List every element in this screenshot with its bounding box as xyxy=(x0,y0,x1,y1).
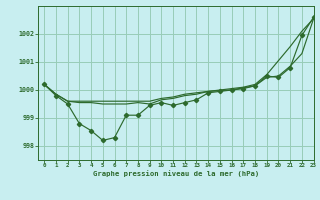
X-axis label: Graphe pression niveau de la mer (hPa): Graphe pression niveau de la mer (hPa) xyxy=(93,170,259,177)
